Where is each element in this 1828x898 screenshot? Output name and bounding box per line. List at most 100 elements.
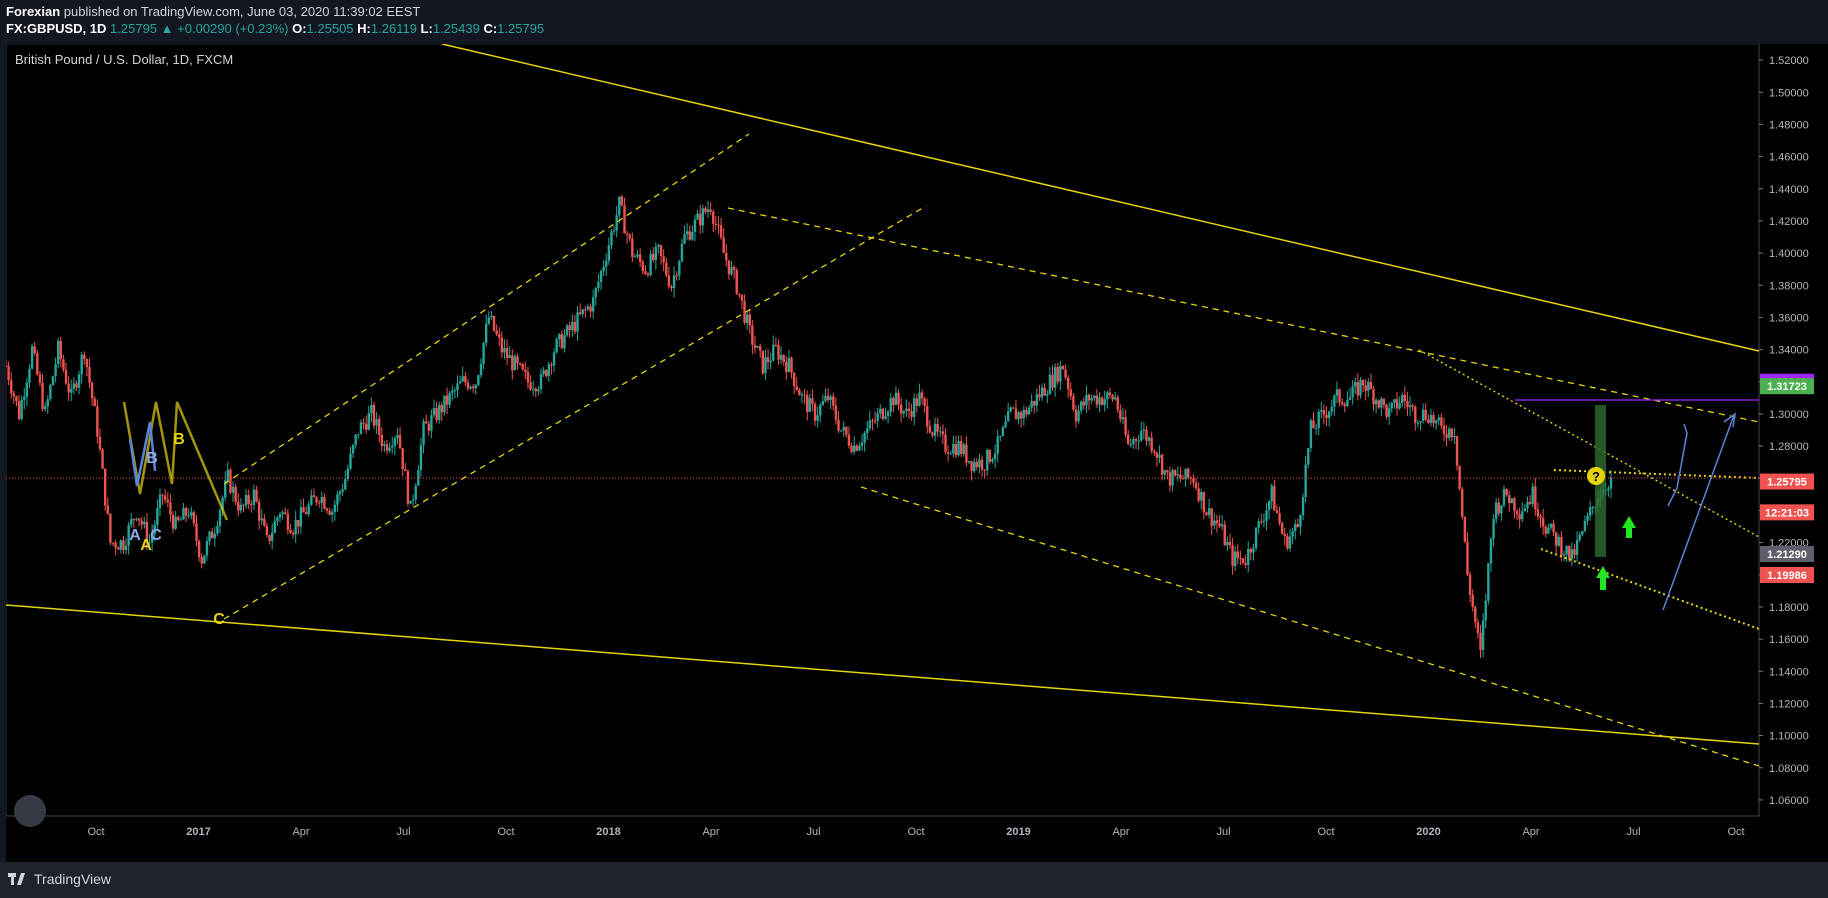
candle-body [1549,523,1553,528]
projection-arrow[interactable] [1662,414,1735,611]
y-tick-label: 1.40000 [1769,248,1809,260]
candle-body [792,372,796,387]
candle-body [1466,541,1469,575]
candle-body [1581,530,1584,535]
wave-label-C-blue[interactable]: C [150,527,162,544]
green-arrow-icon[interactable] [1596,566,1610,590]
candle-body [471,386,475,389]
candle-body [166,499,170,503]
resistance-dotted[interactable] [1553,469,1760,479]
x-tick-label: Apr [1112,826,1129,838]
candle-body [1006,411,1010,422]
candle-body [949,453,952,455]
candle-body [163,495,167,500]
candle-body [1233,551,1237,566]
lower-channel-line[interactable] [6,604,1760,745]
candle-body [1588,507,1592,516]
candle-body [526,371,530,383]
candle-body [1210,508,1213,526]
candle-body [1061,365,1065,370]
candle-body [427,423,430,431]
candle-body [894,392,898,405]
x-tick-label: Jul [1626,826,1640,838]
candle-body [1299,515,1302,527]
candle-body [873,420,877,422]
wave-label-A-blue[interactable]: A [129,527,141,544]
candle-body [1320,410,1323,412]
candle-body [229,469,232,493]
y-tick-label: 1.12000 [1769,698,1809,710]
candle-body [1406,401,1409,408]
time-axis[interactable]: Oct 2017 Apr Jul Oct 2018 Apr Jul Oct 2019 Apr Jul O… [87,826,1744,838]
tradingview-logo-icon[interactable] [8,871,28,887]
candle-body [999,435,1002,437]
tradingview-watermark-icon[interactable] [14,795,46,827]
question-badge[interactable] [1587,467,1605,485]
wave-label-B-yellow[interactable]: B [173,431,185,448]
upper-channel-line[interactable] [441,44,1760,352]
candle-body [1207,508,1211,516]
abc-wave-blue[interactable] [128,421,157,487]
candle-body [1573,549,1576,556]
wave-label-A-yellow[interactable]: A [140,537,152,554]
candle-body [897,392,900,405]
candle-body [372,404,376,426]
candle-body [855,445,858,451]
falling-channel-bottom[interactable] [860,486,1760,767]
candle-body [453,390,457,392]
candle-body [1181,478,1185,480]
candle-body [1463,516,1467,542]
candle-body [1557,536,1561,546]
candle-body [636,254,639,257]
candle-body [17,401,21,420]
projection-path-small[interactable] [1667,423,1688,507]
candle-body [1570,549,1574,560]
candle-body [772,344,775,361]
candle-body [1176,474,1179,476]
candle-body [1098,397,1101,405]
candle-body [119,540,123,550]
candle-body [529,382,532,390]
candle-body [683,234,686,244]
y-tick-label: 1.50000 [1769,87,1809,99]
candle-body [1124,417,1127,435]
candle-body [124,545,128,551]
candle-body [317,502,321,504]
candle-body [1335,389,1339,396]
candle-body [586,306,590,310]
candle-body [1427,419,1430,423]
green-arrow-icon[interactable] [1622,516,1636,538]
candle-body [863,432,866,443]
candle-body [670,286,673,289]
footer-brand[interactable]: TradingView [34,871,112,887]
y-tick-label: 1.52000 [1769,55,1809,67]
x-tick-label: Apr [702,826,719,838]
candle-body [1184,468,1187,480]
rising-channel-bottom[interactable] [223,205,927,620]
symbol-label[interactable]: FX:GBPUSD, 1D [6,21,107,36]
candle-body [1476,622,1480,633]
candle-body [871,420,874,422]
wave-label-B-blue[interactable]: B [146,450,158,467]
candle-body [1411,405,1414,407]
candle-body [307,504,310,515]
candle-body [759,346,762,351]
y-tick-label: 1.30000 [1769,409,1809,421]
wave-label-C-yellow[interactable]: C [213,611,225,628]
candle-body [59,340,63,360]
candle-body [680,243,684,262]
candle-body [537,389,540,392]
candle-body [284,512,287,514]
candle-body [641,261,644,272]
candle-body [939,431,942,433]
candle-body [1231,545,1234,566]
support-dotted[interactable] [1540,548,1760,630]
candle-body [490,315,493,318]
candle-body [398,435,402,449]
author-name[interactable]: Forexian [6,4,61,19]
price-chart[interactable]: B B A C A C ? 1.52000 1.50000 1.48000 1.460… [6,44,1828,862]
candle-body [77,374,81,388]
price-tag [1760,378,1814,395]
candle-body [790,357,793,373]
candle-body [1515,511,1519,515]
